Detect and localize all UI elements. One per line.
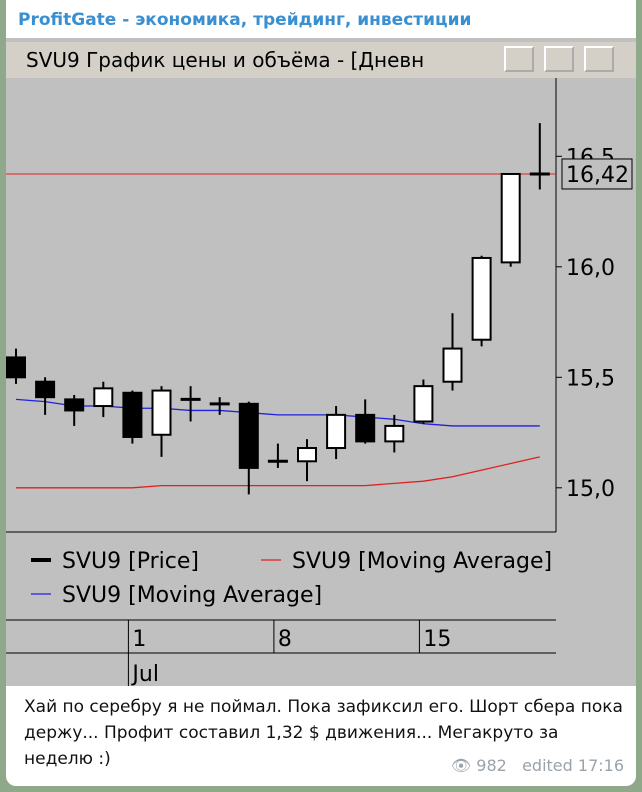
minimize-button[interactable] [504,46,534,72]
candle-body [35,380,56,399]
legend-label: SVU9 [Price] [62,549,199,574]
views: 982 [476,756,507,775]
moving-average-line [16,456,540,489]
price-label-box [561,158,633,190]
legend-label: SVU9 [Moving Average] [292,549,552,574]
message-meta: 👁 982 edited 17:16 [450,756,624,775]
edited-time: edited 17:16 [522,756,624,775]
candle-body [238,402,259,469]
channel-name[interactable]: ProfitGate - экономика, трейдинг, инвест… [18,10,472,30]
y-tick-label: 15,0 [566,477,615,502]
candle-body [326,413,347,450]
chart-window: SVU9 График цены и объёма - [Дневн 15,0 1… [6,38,636,686]
candle-body [151,389,172,436]
legend-label: SVU9 [Moving Average] [62,583,322,608]
y-tick-label: 16,0 [566,256,615,281]
candle-body [500,172,521,264]
candle-body [6,356,26,379]
x-tick-label: 1 [132,627,146,652]
maximize-button[interactable] [544,46,574,72]
y-tick-label: 15,5 [566,366,615,391]
candle-body [471,256,492,341]
candle-body [64,398,85,412]
candle-body [355,413,376,443]
close-button[interactable] [584,46,614,72]
message-text: Хай по серебру я не поймал. Пока зафикси… [24,697,623,769]
candle-body [93,387,114,408]
candle-body [413,385,434,423]
candle-body [297,447,317,463]
candle-body [442,347,463,383]
candle-body [384,424,405,443]
x-group-label: Jul [130,662,159,686]
candle-body [122,391,143,438]
window-buttons [496,42,636,78]
x-tick-label: 15 [423,627,451,652]
x-tick-label: 8 [278,627,292,652]
price-label: 16,42 [566,163,629,188]
